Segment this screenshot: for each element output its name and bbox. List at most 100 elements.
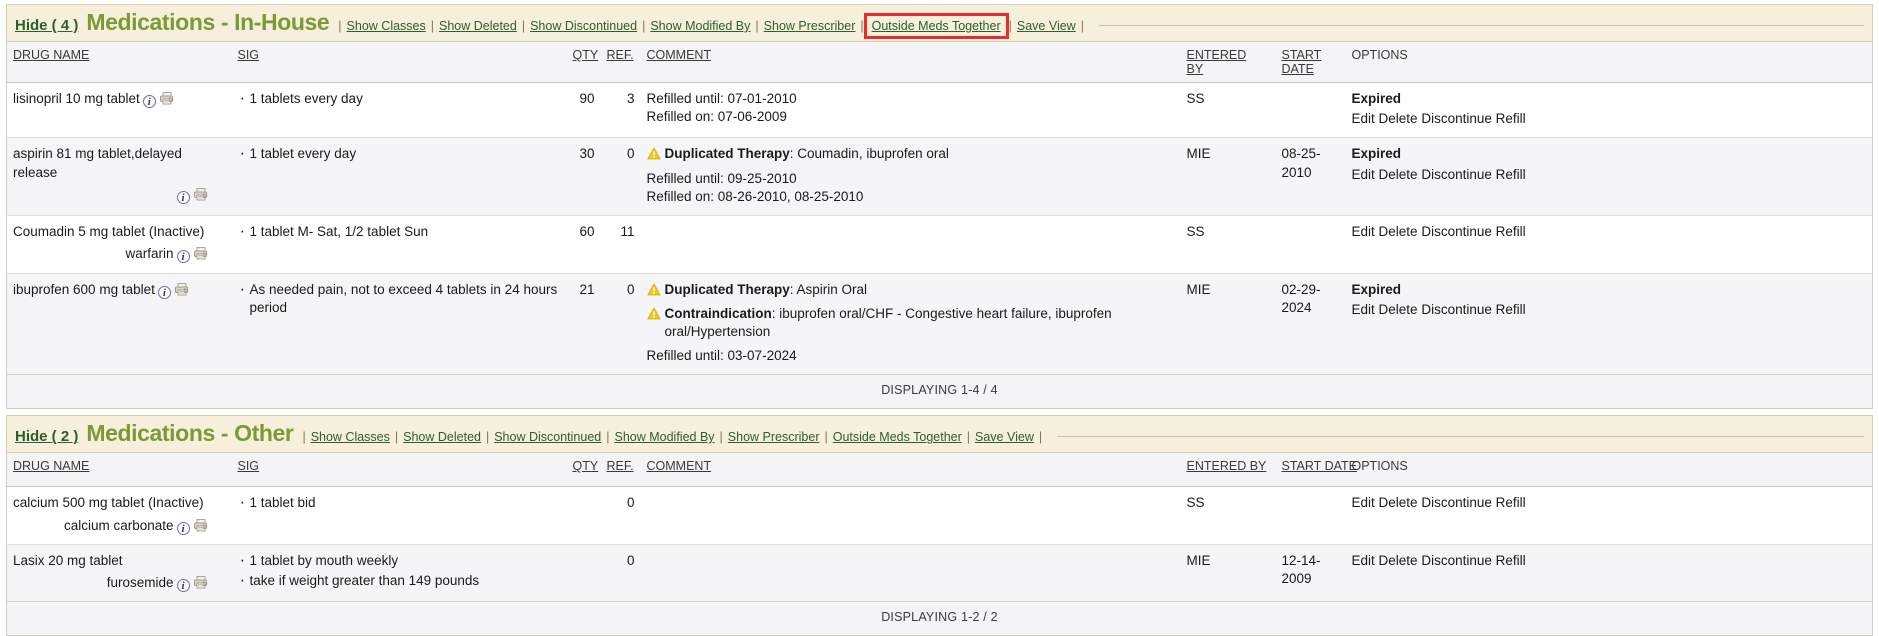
action-edit[interactable]: Edit bbox=[1351, 301, 1375, 317]
cell-sig: 1 tablets every day bbox=[231, 82, 567, 138]
cell-qty bbox=[566, 486, 601, 545]
column-header-label[interactable]: DRUG NAME bbox=[13, 459, 90, 474]
column-header-entered-by[interactable]: ENTERED BY bbox=[1180, 41, 1276, 83]
cell-options: Expired Edit Delete Discontinue Refill bbox=[1345, 272, 1873, 375]
print-icon[interactable] bbox=[159, 92, 174, 105]
info-icon[interactable]: i bbox=[176, 250, 190, 264]
alert-duplicated-therapy: Duplicated Therapy: Aspirin Oral bbox=[646, 281, 1175, 299]
column-header-label[interactable]: ENTERED BY bbox=[1186, 48, 1247, 76]
action-edit[interactable]: Edit bbox=[1351, 166, 1375, 182]
column-header-label[interactable]: REF. bbox=[606, 48, 634, 62]
column-header-label[interactable]: START DATE bbox=[1281, 459, 1357, 474]
column-header-ref-[interactable]: REF. bbox=[600, 41, 641, 83]
column-header-label[interactable]: COMMENT bbox=[646, 459, 712, 474]
column-header-comment[interactable]: COMMENT bbox=[640, 41, 1181, 83]
cell-options: Edit Delete Discontinue Refill bbox=[1345, 215, 1873, 274]
drug-name-text: Lasix 20 mg tablet bbox=[13, 552, 123, 568]
action-discontinue[interactable]: Discontinue bbox=[1421, 224, 1492, 240]
action-delete[interactable]: Delete bbox=[1378, 552, 1418, 568]
action-delete[interactable]: Delete bbox=[1378, 224, 1418, 240]
column-header-entered-by[interactable]: ENTERED BY bbox=[1180, 452, 1276, 488]
action-refill[interactable]: Refill bbox=[1495, 495, 1526, 511]
column-header-label[interactable]: COMMENT bbox=[646, 48, 712, 62]
action-discontinue[interactable]: Discontinue bbox=[1421, 111, 1492, 127]
action-discontinue[interactable]: Discontinue bbox=[1421, 552, 1492, 568]
action-delete[interactable]: Delete bbox=[1378, 495, 1418, 511]
toolbar-link-show-deleted[interactable]: Show Deleted bbox=[403, 430, 481, 445]
toolbar-link-save-view[interactable]: Save View bbox=[975, 430, 1034, 445]
action-edit[interactable]: Edit bbox=[1351, 495, 1375, 511]
drug-name-icons: i bbox=[155, 282, 189, 299]
column-header-drug-name[interactable]: DRUG NAME bbox=[6, 41, 232, 83]
section-title: Medications - In-House bbox=[86, 9, 330, 35]
action-edit[interactable]: Edit bbox=[1351, 552, 1375, 568]
column-header-sig[interactable]: SIG bbox=[231, 41, 567, 83]
action-refill[interactable]: Refill bbox=[1495, 224, 1526, 240]
column-header-start-date[interactable]: START DATE bbox=[1275, 452, 1357, 488]
info-icon[interactable]: i bbox=[176, 521, 190, 535]
action-delete[interactable]: Delete bbox=[1378, 166, 1418, 182]
toolbar-link-show-discontinued[interactable]: Show Discontinued bbox=[494, 430, 602, 445]
info-icon[interactable]: i bbox=[157, 285, 171, 299]
print-icon[interactable] bbox=[193, 518, 208, 532]
action-refill[interactable]: Refill bbox=[1495, 111, 1526, 127]
displaying-count: DISPLAYING 1-4 / 4 bbox=[6, 374, 1873, 409]
action-edit[interactable]: Edit bbox=[1351, 224, 1375, 240]
hide-toggle-link[interactable]: Hide ( 4 ) bbox=[15, 17, 79, 34]
toolbar-link-show-classes[interactable]: Show Classes bbox=[346, 19, 426, 33]
print-icon[interactable] bbox=[193, 187, 208, 201]
column-header-sig[interactable]: SIG bbox=[231, 452, 567, 488]
column-header-label[interactable]: DRUG NAME bbox=[13, 48, 90, 62]
action-edit[interactable]: Edit bbox=[1351, 111, 1375, 127]
column-header-label[interactable]: QTY bbox=[572, 459, 599, 474]
hide-toggle-link[interactable]: Hide ( 2 ) bbox=[15, 428, 79, 446]
toolbar-link-show-classes[interactable]: Show Classes bbox=[310, 430, 390, 445]
toolbar-link-outside-meds-together[interactable]: Outside Meds Together bbox=[832, 430, 962, 445]
cell-qty: 90 bbox=[566, 82, 601, 138]
action-delete[interactable]: Delete bbox=[1378, 111, 1418, 127]
column-header-label[interactable]: START DATE bbox=[1281, 48, 1322, 76]
action-refill[interactable]: Refill bbox=[1495, 301, 1526, 317]
info-icon[interactable]: i bbox=[176, 578, 190, 592]
column-header-qty[interactable]: QTY bbox=[566, 452, 601, 488]
action-delete[interactable]: Delete bbox=[1378, 301, 1418, 317]
cell-options: Edit Delete Discontinue Refill bbox=[1345, 486, 1873, 545]
section-title: Medications - Other bbox=[86, 420, 294, 447]
toolbar-link-show-discontinued[interactable]: Show Discontinued bbox=[530, 19, 638, 33]
column-header-label[interactable]: SIG bbox=[237, 48, 260, 62]
column-header-drug-name[interactable]: DRUG NAME bbox=[6, 452, 232, 488]
print-icon[interactable] bbox=[174, 282, 189, 296]
action-discontinue[interactable]: Discontinue bbox=[1421, 166, 1492, 182]
info-icon[interactable]: i bbox=[142, 95, 156, 108]
toolbar-link-show-modified-by[interactable]: Show Modified By bbox=[650, 19, 751, 33]
action-discontinue[interactable]: Discontinue bbox=[1421, 495, 1492, 511]
alert-label: Contraindication bbox=[664, 305, 772, 321]
column-header-label[interactable]: REF. bbox=[606, 459, 634, 474]
action-refill[interactable]: Refill bbox=[1495, 166, 1526, 182]
cell-ref: 11 bbox=[600, 215, 641, 274]
cell-options: Expired Edit Delete Discontinue Refill bbox=[1345, 82, 1873, 138]
column-header-ref-[interactable]: REF. bbox=[600, 452, 641, 488]
info-icon[interactable]: i bbox=[176, 190, 190, 204]
toolbar-link-show-deleted[interactable]: Show Deleted bbox=[439, 19, 517, 33]
column-header-comment[interactable]: COMMENT bbox=[640, 452, 1181, 488]
print-icon[interactable] bbox=[193, 247, 208, 260]
column-header-label[interactable]: QTY bbox=[572, 48, 599, 62]
cell-sig: 1 tablet by mouth weeklytake if weight g… bbox=[231, 543, 567, 602]
column-header-label[interactable]: SIG bbox=[237, 459, 260, 474]
cell-qty bbox=[566, 543, 601, 602]
action-refill[interactable]: Refill bbox=[1495, 552, 1526, 568]
toolbar-link-show-prescriber[interactable]: Show Prescriber bbox=[763, 19, 856, 33]
toolbar-link-show-prescriber[interactable]: Show Prescriber bbox=[727, 430, 820, 445]
toolbar-link-save-view[interactable]: Save View bbox=[1016, 19, 1076, 33]
cell-drug-name: lisinopril 10 mg tablet i bbox=[6, 82, 232, 138]
toolbar-link-outside-meds-together[interactable]: Outside Meds Together bbox=[863, 13, 1009, 39]
column-header-qty[interactable]: QTY bbox=[566, 41, 601, 83]
column-header-label[interactable]: ENTERED BY bbox=[1186, 459, 1267, 474]
drug-name-text: calcium 500 mg tablet (Inactive) bbox=[13, 495, 204, 511]
print-icon[interactable] bbox=[193, 576, 208, 589]
toolbar-link-show-modified-by[interactable]: Show Modified By bbox=[614, 430, 715, 445]
action-discontinue[interactable]: Discontinue bbox=[1421, 301, 1492, 317]
column-header-start-date[interactable]: START DATE bbox=[1275, 41, 1346, 83]
